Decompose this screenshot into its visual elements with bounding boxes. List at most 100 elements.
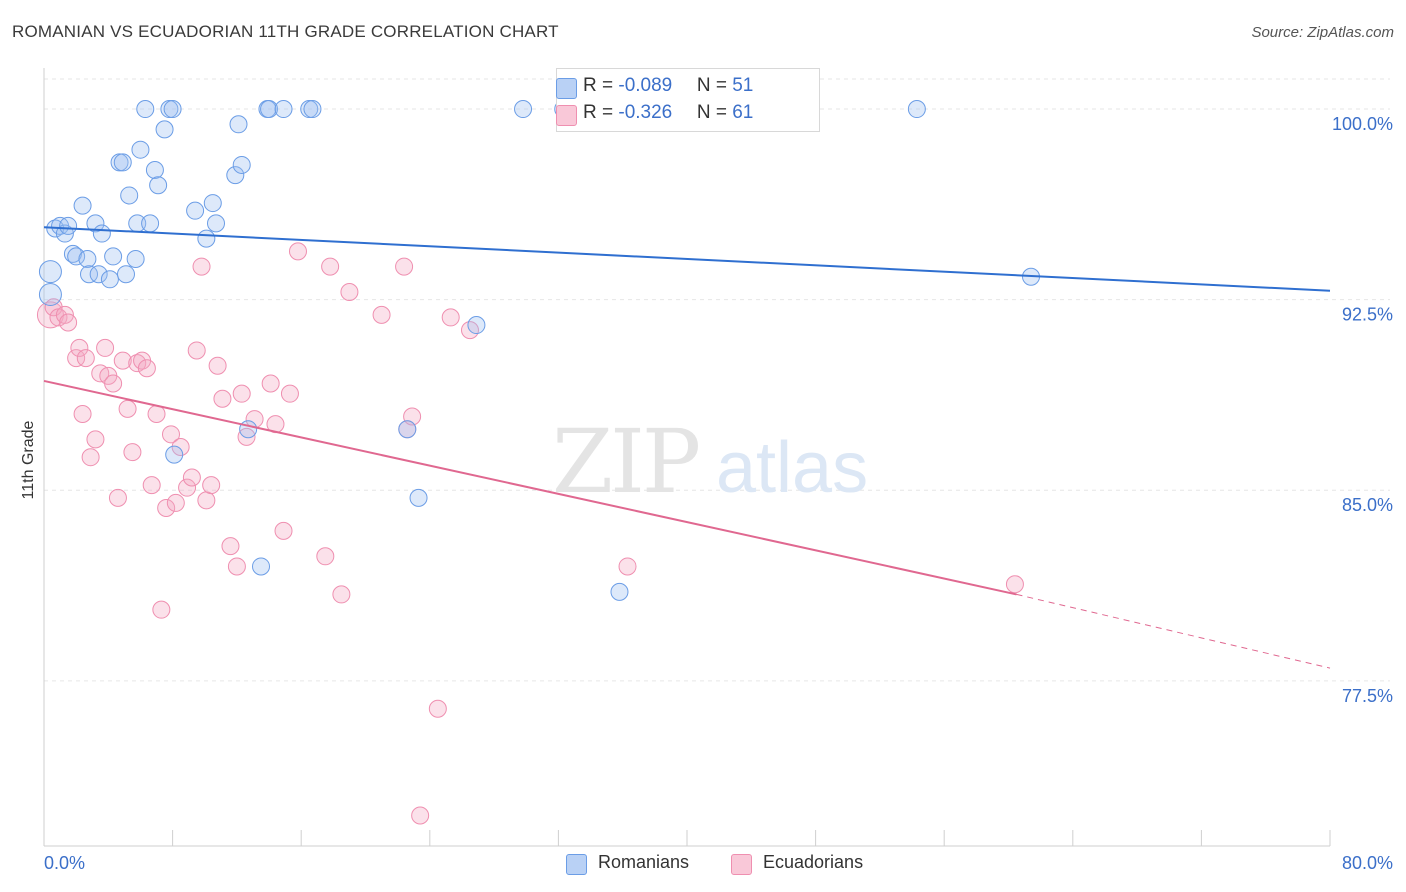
ecuadorians-point [152,600,171,619]
ecuadorians-point [208,356,227,375]
ecuadorians-point [147,404,166,423]
romanians-point [155,120,174,139]
ecuadorians-point [1005,575,1024,594]
trendlines [43,226,1331,669]
romanians-point [131,140,150,159]
romanians-point [186,201,205,220]
y-tick-label-0: 77.5% [1342,686,1393,706]
ecuadorians-point [67,349,86,368]
tick-labels: 77.5% 85.0% 92.5% 100.0% 0.0% 80.0% [44,114,1393,873]
romanians-point [203,194,222,213]
stats-legend: R = -0.089 N = 51 R = -0.326 N = 61 [556,68,820,132]
ecuadorians-point [221,537,240,556]
ecuadorians-point [81,448,100,467]
romanians-point [610,582,629,601]
ecuadorians-point [261,374,280,393]
ecuadorians-point [274,521,293,540]
romanians-trendline [43,226,1331,292]
ecuadorians-r-label: R = [583,102,619,123]
romanians-point [165,445,184,464]
romanians-point [239,420,258,439]
ecuadorians-point [316,547,335,566]
romanians-point [163,100,182,119]
romanians-point [467,316,486,335]
ecuadorians-point [187,341,206,360]
ecuadorians-point [171,438,190,457]
ecuadorians-point [142,476,161,495]
ecuadorians-point [372,305,391,324]
romanians-point [197,229,216,248]
romanians-point [260,100,279,119]
romanians-point [303,100,322,119]
y-tick-label-3: 100.0% [1332,114,1393,134]
ecuadorians-point [428,699,447,718]
ecuadorians-point [178,478,197,497]
ecuadorians-point [441,308,460,327]
romanians-point [409,488,428,507]
ecuadorians-point [137,359,156,378]
ecuadorians-point [59,313,78,332]
romanians-point [113,153,132,172]
ecuadorians-point [192,257,211,276]
ecuadorians-point [128,354,147,373]
romanians-point [226,166,245,185]
bottom-ecuadorians-swatch [731,854,752,875]
romanians-point [126,249,145,268]
ecuadorians-point [411,806,430,825]
bottom-ecuadorians-label: Ecuadorians [763,852,864,872]
romanians-point [907,100,926,119]
romanians-point [38,283,62,307]
ecuadorians-point [76,349,95,368]
bottom-romanians-swatch [566,854,587,875]
ecuadorians-point [321,257,340,276]
ecuadorians-point [288,242,307,261]
romanians-n-value: 51 [732,75,754,96]
source-label: Source: ZipAtlas.com [1251,24,1394,41]
ecuadorians-point [86,430,105,449]
romanians-point [136,100,155,119]
ecuadorians-point [237,427,256,446]
ecuadorians-point [618,557,637,576]
romanians-point [229,115,248,134]
axes [43,68,1331,847]
legend-row-ecuadorians: R = -0.326 N = 61 [556,102,754,126]
ecuadorians-trendline-extension [1016,593,1331,669]
ecuadorians-point [73,404,92,423]
ecuadorians-point [96,338,115,357]
ecuadorians-point [340,283,359,302]
ecuadorians-point [280,384,299,403]
ecuadorians-point [182,468,201,487]
romanians-point [274,100,293,119]
ecuadorians-points [36,242,1024,825]
ecuadorians-point [232,384,251,403]
romanians-point [514,100,533,119]
romanians-point [116,265,135,284]
ecuadorians-point [197,491,216,510]
ecuadorians-point [104,374,123,393]
romanians-point [141,214,160,233]
ecuadorians-point [70,338,89,357]
romanians-point [149,176,168,195]
romanians-point [252,557,271,576]
ecuadorians-point [166,493,185,512]
y-tick-label-2: 92.5% [1342,305,1393,325]
romanians-swatch [556,78,577,99]
ecuadorians-point [395,257,414,276]
ecuadorians-swatch [556,105,577,126]
romanians-r-label: R = [583,75,619,96]
romanians-n-label: N = [696,75,733,96]
romanians-point [92,224,111,243]
x-tick-label-1: 80.0% [1342,853,1393,873]
ecuadorians-n-value: 61 [732,102,754,123]
watermark-atlas: atlas [716,428,868,508]
romanians-point [232,155,251,174]
romanians-point [86,214,105,233]
romanians-point [100,270,119,289]
romanians-point [59,216,78,235]
ecuadorians-point [157,499,176,518]
ecuadorians-point [113,351,132,370]
legend-row-romanians: R = -0.089 N = 51 [556,75,754,99]
romanians-point [63,244,82,263]
ecuadorians-point [202,476,221,495]
romanians-point [80,265,99,284]
